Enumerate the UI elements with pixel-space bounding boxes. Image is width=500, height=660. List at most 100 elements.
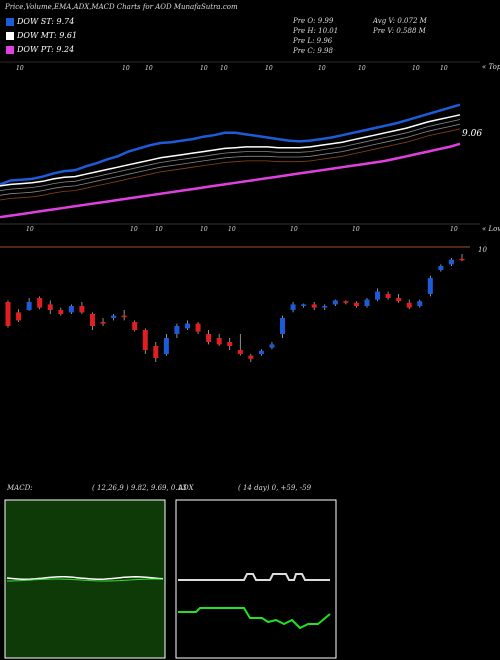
top-row-label-4: 10 (220, 65, 228, 72)
candle-body (301, 304, 307, 306)
candle-end-label: 10 (478, 246, 487, 254)
candle-body (427, 278, 433, 294)
candle-body (153, 346, 159, 358)
candle-body (364, 299, 370, 306)
stat-prev-high: Pre H: 10.01 (293, 27, 339, 35)
background-gridlines (0, 61, 480, 248)
top-row-label-9: 10 (440, 65, 448, 72)
legend-dow-mt: DOW MT: 9.61 (6, 31, 77, 40)
adx-title: ADX (178, 484, 194, 492)
low-row-label-4: 10 (228, 226, 236, 233)
adx-di-minus-line (178, 607, 331, 630)
candle-body (5, 302, 11, 326)
candle-body (459, 258, 465, 261)
candle-body (163, 338, 169, 354)
stat-prev-volume: Pre V: 0.588 M (373, 27, 426, 35)
ema-band-0 (0, 119, 461, 191)
candle-body (311, 304, 317, 308)
legend-swatch-white (6, 31, 14, 40)
ema-band-2 (0, 128, 461, 201)
low-row-label-0: 10 (26, 226, 34, 233)
candle-body (89, 314, 95, 326)
candle-body (206, 334, 212, 342)
top-row-label-3: 10 (200, 65, 208, 72)
candle-body (26, 302, 32, 310)
ema-series-1 (0, 114, 461, 187)
stat-prev-low: Pre L: 9.96 (293, 37, 333, 45)
candle-body (375, 291, 381, 300)
candle-body (142, 330, 148, 350)
top-row-marks: 10 10 10 10 10 10 10 10 10 10 10 10 10 10 10 10 10 10 (16, 65, 458, 233)
low-row-label-6: 10 (352, 226, 360, 233)
candle-body (448, 259, 454, 265)
candle-body (121, 315, 127, 318)
low-row-label-3: 10 (200, 226, 208, 233)
candles (5, 254, 465, 362)
legend-label-st: DOW ST: 9.74 (17, 17, 75, 26)
price-end-label: 9.06 (462, 129, 483, 139)
candle-body (68, 306, 74, 313)
candle-body (132, 322, 138, 330)
candle-body (343, 301, 349, 303)
adx-params: ( 14 day) 0, +59, -59 (238, 484, 312, 492)
legend-swatch-magenta (6, 45, 14, 54)
low-row-label-2: 10 (155, 226, 163, 233)
legend-label-pt: DOW PT: 9.24 (17, 45, 75, 54)
candle-body (290, 304, 296, 310)
candle-body (353, 302, 359, 306)
candle-body (216, 338, 222, 345)
macd-signal-line (7, 578, 164, 582)
candle-body (174, 326, 180, 334)
legend-label-mt: DOW MT: 9.61 (17, 31, 78, 40)
lower-right-label: « Lowes (482, 225, 500, 233)
candle-body (100, 322, 106, 324)
candle-body (438, 266, 444, 270)
ema-series-2 (0, 142, 461, 219)
candle-body (195, 323, 201, 332)
candle-body (237, 350, 243, 354)
top-row-label-5: 10 (265, 65, 273, 72)
ema-band-1 (0, 123, 461, 196)
candle-body (385, 294, 391, 298)
top-row-label-7: 10 (358, 65, 366, 72)
candle-body (258, 350, 264, 354)
candle-body (332, 300, 338, 305)
legend-dow-st: DOW ST: 9.74 (6, 17, 74, 26)
candle-body (406, 302, 412, 308)
top-row-label-6: 10 (318, 65, 326, 72)
candle-body (417, 301, 423, 306)
candle-body (396, 298, 402, 302)
candle-body (322, 306, 328, 308)
candle-body (184, 323, 190, 329)
top-row-label-2: 10 (145, 65, 153, 72)
low-row-label-5: 10 (290, 226, 298, 233)
top-row-label-1: 10 (122, 65, 130, 72)
candle-body (111, 315, 117, 318)
stat-avg-volume: Avg V: 0.072 M (373, 17, 427, 25)
legend-swatch-blue (6, 17, 14, 26)
candle-body (248, 355, 254, 359)
candle-body (58, 310, 64, 314)
low-row-label-1: 10 (130, 226, 138, 233)
macd-title: MACD: (7, 484, 33, 492)
macd-params: ( 12,26,9 ) 9.82, 9.69, 0.13 (92, 484, 187, 492)
macd-line (6, 576, 164, 580)
top-right-label: « Topa (482, 63, 500, 71)
top-row-label-8: 10 (412, 65, 420, 72)
candle-body (16, 312, 22, 321)
legend-dow-pt: DOW PT: 9.24 (6, 45, 74, 54)
top-row-label-0: 10 (16, 65, 24, 72)
candle-body (280, 318, 286, 334)
ema-lines (0, 103, 461, 219)
candle-body (269, 344, 275, 348)
candle-body (47, 304, 53, 310)
adx-di-plus-line (178, 573, 330, 581)
lower-panels (4, 499, 337, 659)
low-row-label-7: 10 (450, 226, 458, 233)
candle-body (227, 342, 233, 346)
stat-prev-close: Pre C: 9.98 (293, 47, 333, 55)
ema-series-0 (0, 103, 461, 186)
stat-prev-open: Pre O: 9.99 (293, 17, 334, 25)
candle-body (37, 298, 43, 308)
